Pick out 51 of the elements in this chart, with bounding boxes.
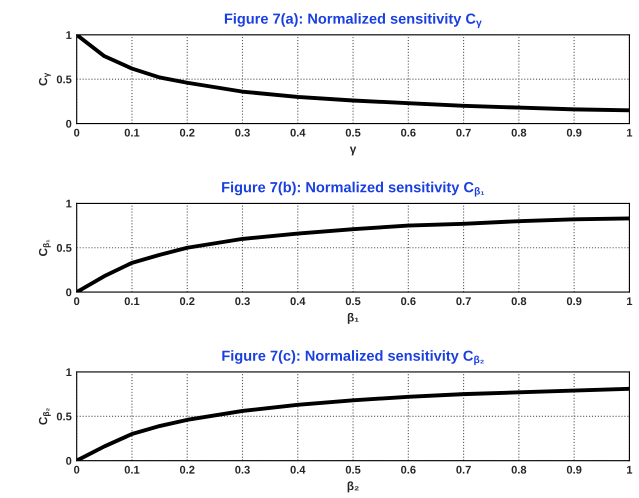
x-tick-label: 0.7: [456, 128, 471, 137]
x-tick-label: 0.7: [456, 297, 471, 306]
x-tick-label: 0.9: [566, 128, 582, 137]
y-axis-title: C$_{γ}$: [38, 72, 51, 86]
x-tick-label: 0.8: [512, 297, 526, 306]
x-tick-label: 0.5: [346, 466, 360, 474]
y-axis-title: C$_{β₁}$: [38, 240, 51, 256]
x-tick-label: 0.5: [346, 128, 360, 137]
y-tick-label: 0: [66, 288, 72, 296]
x-tick-label: 1: [627, 297, 632, 306]
x-tick-label: 0.3: [235, 128, 250, 137]
x-tick-label: 0.4: [290, 128, 306, 137]
x-axis-title: γ: [350, 146, 356, 156]
y-tick-label: 0.5: [56, 412, 72, 420]
x-tick-label: 0.3: [235, 466, 250, 474]
y-tick-label: 0: [66, 120, 72, 128]
x-axis-title: β₁: [348, 312, 359, 324]
y-tick-label: 1: [66, 200, 72, 208]
x-tick-label: 0.9: [566, 466, 582, 474]
chart-title: Figure 7(c): Normalized sensitivity C$_{β₂}$: [222, 350, 484, 366]
x-axis-title: β₂: [348, 481, 359, 492]
y-tick-label: 0: [66, 456, 72, 465]
x-tick-label: 0.6: [401, 297, 416, 306]
x-tick-label: 1: [627, 466, 632, 474]
x-tick-label: 0.9: [566, 297, 582, 306]
y-tick-label: 0.5: [56, 75, 72, 84]
x-tick-label: 0: [74, 297, 80, 306]
x-tick-label: 0: [74, 128, 80, 137]
x-tick-label: 0.4: [290, 466, 306, 474]
x-tick-label: 0.2: [180, 297, 195, 306]
y-tick-label: 1: [66, 31, 72, 39]
x-tick-label: 0.8: [512, 466, 526, 474]
y-tick-label: 0.5: [56, 244, 72, 252]
y-axis-title: C$_{β₂}$: [38, 408, 51, 425]
x-tick-label: 0.3: [235, 297, 250, 306]
chart-title: Figure 7(b): Normalized sensitivity C$_{β₁}$: [222, 182, 484, 197]
x-tick-label: 0.2: [180, 466, 195, 474]
x-tick-label: 1: [627, 128, 632, 136]
x-tick-label: 0.2: [180, 128, 195, 137]
x-tick-label: 0.8: [512, 128, 526, 137]
x-tick-label: 0.1: [124, 297, 140, 306]
y-tick-label: 1: [66, 368, 72, 376]
x-tick-label: 0.5: [346, 297, 360, 306]
x-tick-label: 0: [74, 466, 80, 474]
x-tick-label: 0.1: [124, 128, 140, 137]
chart-title: Figure 7(a): Normalized sensitivity C$_{γ}$: [224, 13, 482, 28]
x-tick-label: 0.6: [401, 128, 416, 137]
x-tick-label: 0.1: [124, 466, 140, 474]
x-tick-label: 0.6: [401, 466, 416, 474]
x-tick-label: 0.7: [456, 466, 471, 474]
x-tick-label: 0.4: [290, 297, 306, 306]
